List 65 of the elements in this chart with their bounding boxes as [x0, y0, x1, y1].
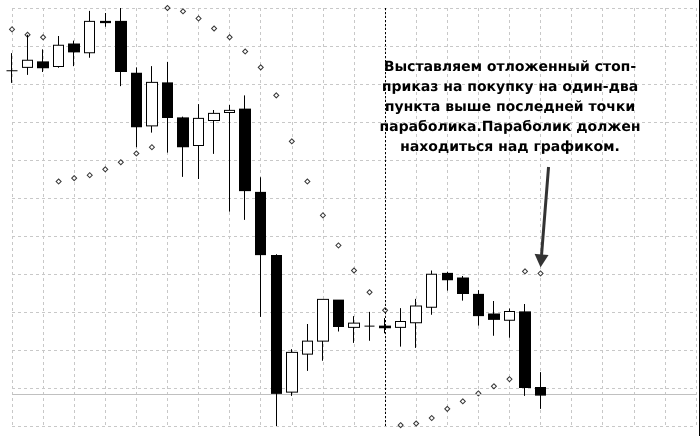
point [164, 5, 170, 11]
candlestick [317, 298, 329, 362]
point [133, 150, 140, 156]
candlestick [224, 104, 235, 212]
point [335, 242, 342, 248]
point [211, 25, 218, 32]
point [273, 92, 280, 98]
point [226, 34, 233, 40]
candlestick [53, 36, 64, 68]
candlestick [6, 52, 18, 84]
candlestick [84, 10, 95, 58]
candlestick [442, 271, 453, 292]
candlestick [488, 300, 500, 336]
point [538, 270, 544, 276]
candlestick [473, 290, 484, 326]
point [428, 415, 435, 422]
point [506, 376, 512, 382]
point [86, 172, 93, 178]
candlestick [333, 300, 344, 332]
candlestick [364, 311, 375, 342]
point [351, 268, 357, 274]
point [444, 406, 450, 412]
point [522, 268, 528, 274]
point [71, 175, 78, 182]
candlestick [348, 316, 360, 344]
candlestick [100, 12, 111, 28]
candlestick [239, 94, 251, 220]
point [460, 398, 466, 404]
candlestick [115, 8, 127, 87]
candlestick [535, 372, 546, 410]
candlestick [162, 61, 173, 154]
candlestick [177, 116, 189, 178]
point [398, 422, 404, 428]
point [413, 420, 420, 426]
point [288, 138, 295, 144]
point [102, 166, 108, 172]
candlestick [426, 270, 437, 316]
point [56, 178, 62, 184]
candlestick [504, 308, 515, 338]
point [366, 289, 373, 296]
candlestick [68, 40, 80, 67]
point [196, 15, 202, 22]
point [304, 178, 310, 184]
candlestick [286, 348, 298, 396]
candlestick [146, 66, 158, 134]
point [40, 34, 46, 40]
candlestick [37, 48, 49, 72]
candlestick [131, 66, 142, 148]
point [258, 64, 264, 70]
candlestick [208, 109, 220, 154]
candlestick [271, 254, 282, 426]
point [118, 159, 124, 166]
point [490, 383, 497, 390]
point [242, 48, 248, 54]
candlestick [457, 275, 469, 302]
point [180, 8, 186, 14]
candlestick [519, 303, 531, 396]
annotation: Выставляем отложенный стоп-приказ на покупку на один-два пункта выше последней точки параболика.Параболик должен находиться над графиком. [378, 58, 642, 157]
candlestick [193, 104, 204, 180]
candlestick [395, 308, 406, 348]
candlestick [410, 298, 422, 348]
point [148, 144, 155, 150]
point [320, 212, 326, 218]
point [9, 26, 15, 32]
candlestick [302, 324, 313, 372]
